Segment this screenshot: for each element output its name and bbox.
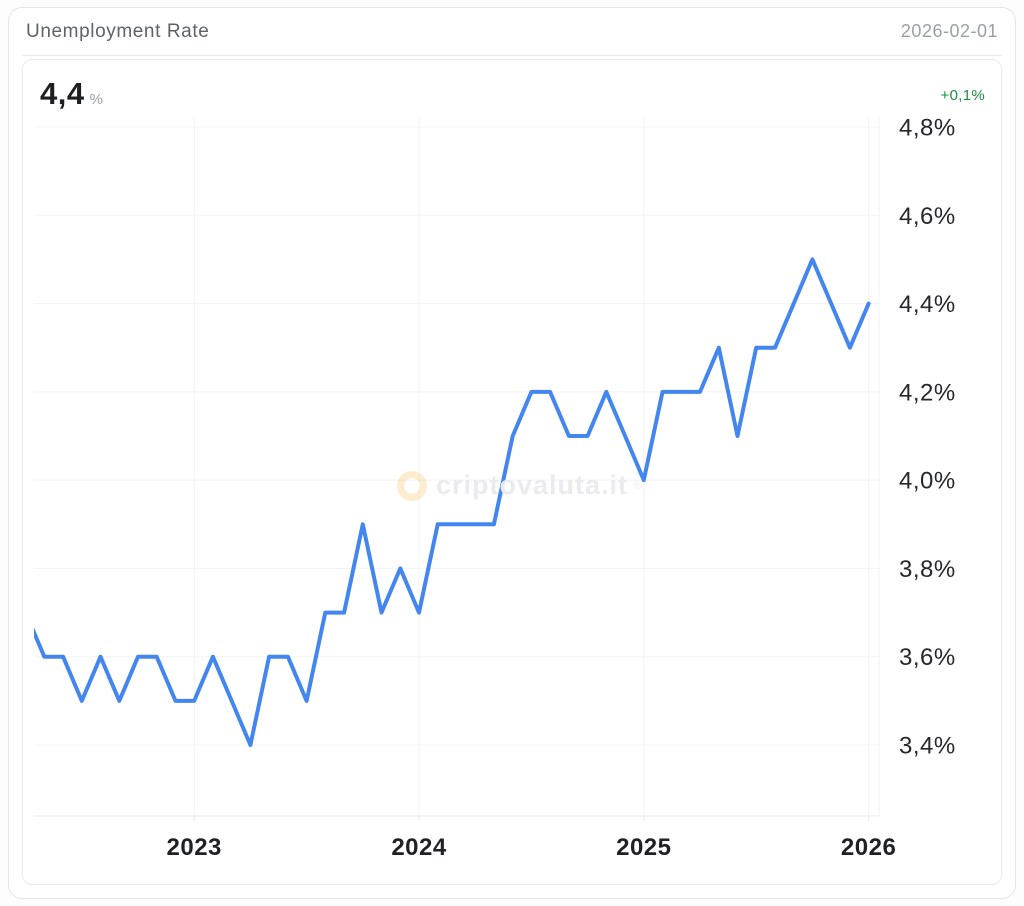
card-header: Unemployment Rate 2026-02-01 (22, 8, 1002, 56)
y-tick-label: 4,8% (899, 115, 956, 142)
unemployment-chart-svg: 4,8% 4,6% 4,4% 4,2% 4,0% 3,8% 3,6% 3,4% 2023 2024… (34, 115, 956, 861)
x-tick-label: 2026 (841, 834, 896, 861)
y-tick-label: 3,8% (899, 556, 956, 583)
y-tick-label: 3,6% (899, 644, 956, 671)
y-tick-label: 3,4% (899, 733, 956, 760)
current-value: 4,4 % (40, 76, 103, 112)
change-badge: +0,1% (940, 87, 985, 104)
y-tick-label: 4,4% (899, 291, 956, 318)
x-tick-label: 2023 (167, 834, 222, 861)
y-tick-label: 4,6% (899, 203, 956, 230)
current-value-number: 4,4 (40, 76, 85, 111)
y-tick-label: 4,2% (899, 379, 956, 406)
report-date: 2026-02-01 (900, 21, 998, 41)
page-title: Unemployment Rate (26, 20, 210, 42)
chart-panel: 4,8% 4,6% 4,4% 4,2% 4,0% 3,8% 3,6% 3,4% 2023 2024… (22, 59, 1002, 885)
unemployment-rate-card: Unemployment Rate 2026-02-01 4,8% 4,6% 4,4… (8, 7, 1016, 899)
percent-sign: % (89, 91, 103, 108)
x-tick-label: 2025 (616, 834, 671, 861)
y-tick-label: 4,0% (899, 468, 956, 495)
series-line (34, 257, 871, 747)
x-tick-label: 2024 (391, 834, 447, 861)
